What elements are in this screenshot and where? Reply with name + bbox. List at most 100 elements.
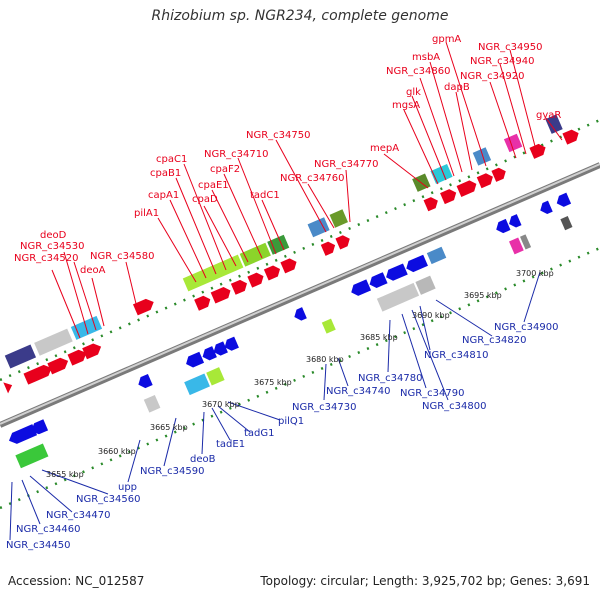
gene-label: deoD [40, 230, 67, 241]
gene-block-olive [329, 209, 348, 228]
gene-label: NGR_c34810 [424, 350, 489, 361]
kbp-label: 3690 kbp [412, 311, 450, 320]
gene-block-gray [143, 394, 161, 413]
gene-arrow-blue [496, 218, 511, 234]
reverse-leader-lines [9, 271, 541, 541]
kbp-label: 3670 kbp [202, 400, 240, 409]
gene-label: NGR_c34560 [76, 494, 141, 505]
kbp-label: 3665 kbp [150, 423, 188, 432]
kbp-labels: 3655 kbp 3660 kbp 3665 kbp 3670 kbp 3675… [46, 269, 554, 479]
gene-label: NGR_c34920 [460, 71, 525, 82]
gene-arrow-blue [556, 192, 572, 207]
gene-block-lime [321, 318, 336, 334]
gene-label: tadC1 [250, 190, 280, 201]
gene-label: NGR_c34730 [292, 402, 357, 413]
gene-arrow-red [476, 173, 493, 189]
genome-stats-label: Topology: circular; Length: 3,925,702 bp… [260, 574, 590, 588]
gene-label: cpaB1 [150, 168, 181, 179]
gene-arrow-red [562, 129, 579, 145]
gene-arrow-blue [351, 279, 372, 296]
gene-arrow-red [47, 357, 69, 375]
gene-block-steel [472, 147, 492, 166]
gene-label: NGR_c34520 [14, 253, 79, 264]
gene-block-magenta [503, 133, 523, 153]
gene-label: NGR_c34750 [246, 130, 311, 141]
gene-arrow-blue [406, 254, 428, 273]
gene-label: cpaD [192, 194, 218, 205]
gene-block-silver [415, 275, 436, 295]
gene-label: cpaC1 [156, 154, 187, 165]
gene-arrow-blue [213, 341, 228, 356]
kbp-label: 3675 kbp [254, 378, 292, 387]
gene-block-steel [426, 246, 447, 265]
gene-label: upp [118, 482, 137, 493]
gene-arrow-blue [509, 214, 522, 228]
gene-arrow-red [194, 295, 211, 311]
gene-block-magenta [508, 237, 524, 255]
gene-label: cpaF2 [210, 164, 240, 175]
gene-arrow-red [263, 265, 281, 281]
forward-gene-labels: deoD NGR_c34530 NGR_c34520 deoA NGR_c345… [14, 34, 561, 276]
reverse-gene-track [8, 192, 573, 469]
gene-block-cyan [184, 373, 210, 396]
gene-label: glk [406, 87, 421, 98]
gene-arrow-red [230, 279, 248, 295]
map-title: Rhizobium sp. NGR234, complete genome [151, 8, 449, 24]
gene-arrow-red [67, 349, 87, 366]
gene-arrow-blue [202, 346, 217, 361]
gene-label: NGR_c34950 [478, 42, 543, 53]
gene-label: NGR_c34740 [326, 386, 391, 397]
kbp-label: 3695 kbp [464, 291, 502, 300]
gene-label: NGR_c34860 [386, 66, 451, 77]
gene-label: cpaE1 [198, 180, 229, 191]
gene-label: tadE1 [216, 439, 245, 450]
gene-arrow-red [82, 343, 102, 360]
gene-label: NGR_c34460 [16, 524, 81, 535]
gene-label: NGR_c34450 [6, 540, 71, 551]
kbp-label: 3660 kbp [98, 447, 136, 456]
gene-block-gray [34, 328, 73, 356]
gene-label: NGR_c34710 [204, 149, 269, 160]
gene-label: NGR_c34940 [470, 56, 535, 67]
gene-label: pilQ1 [278, 416, 304, 427]
gene-label: mgsA [392, 100, 420, 111]
gene-arrow-blue [186, 351, 205, 368]
gene-arrow-red [529, 143, 546, 159]
kbp-label: 3680 kbp [306, 355, 344, 364]
gene-arrow-red [456, 180, 477, 197]
gene-block-gray [376, 282, 420, 312]
gene-label: NGR_c34580 [90, 251, 155, 262]
forward-leader-lines [51, 41, 563, 339]
gene-block-gray [560, 216, 573, 231]
gene-arrow-red [23, 364, 52, 385]
gene-arrow-red [491, 167, 506, 182]
gene-arrow-red [320, 241, 336, 256]
gene-label: pilA1 [134, 208, 159, 219]
gene-label: NGR_c34900 [494, 322, 559, 333]
gene-label: deoB [190, 454, 216, 465]
gene-label: mepA [370, 143, 399, 154]
genome-backbone [0, 162, 600, 428]
gene-arrow-red [3, 382, 13, 394]
gene-arrow-red [440, 189, 457, 205]
gene-label: msbA [412, 52, 440, 63]
kbp-label: 3700 kbp [516, 269, 554, 278]
gene-arrow-blue [294, 307, 307, 321]
accession-label: Accession: NC_012587 [8, 574, 145, 588]
gene-label: tadG1 [244, 428, 275, 439]
gene-label: NGR_c34800 [422, 401, 487, 412]
gene-label: NGR_c34760 [280, 173, 345, 184]
gene-block-steel [307, 217, 330, 238]
kbp-label: 3655 kbp [46, 470, 84, 479]
gene-label: NGR_c34530 [20, 241, 85, 252]
gene-label: NGR_c34590 [140, 466, 205, 477]
gene-label: dapB [444, 82, 470, 93]
gene-block-green [15, 443, 49, 469]
reverse-gene-labels: NGR_c34450 NGR_c34460 NGR_c34470 NGR_c34… [6, 322, 559, 551]
gene-arrow-blue [224, 336, 239, 351]
gene-label: NGR_c34770 [314, 159, 379, 170]
gene-arrow-red [210, 286, 231, 304]
gene-label: gpmA [432, 34, 461, 45]
gene-arrow-red [247, 272, 264, 288]
